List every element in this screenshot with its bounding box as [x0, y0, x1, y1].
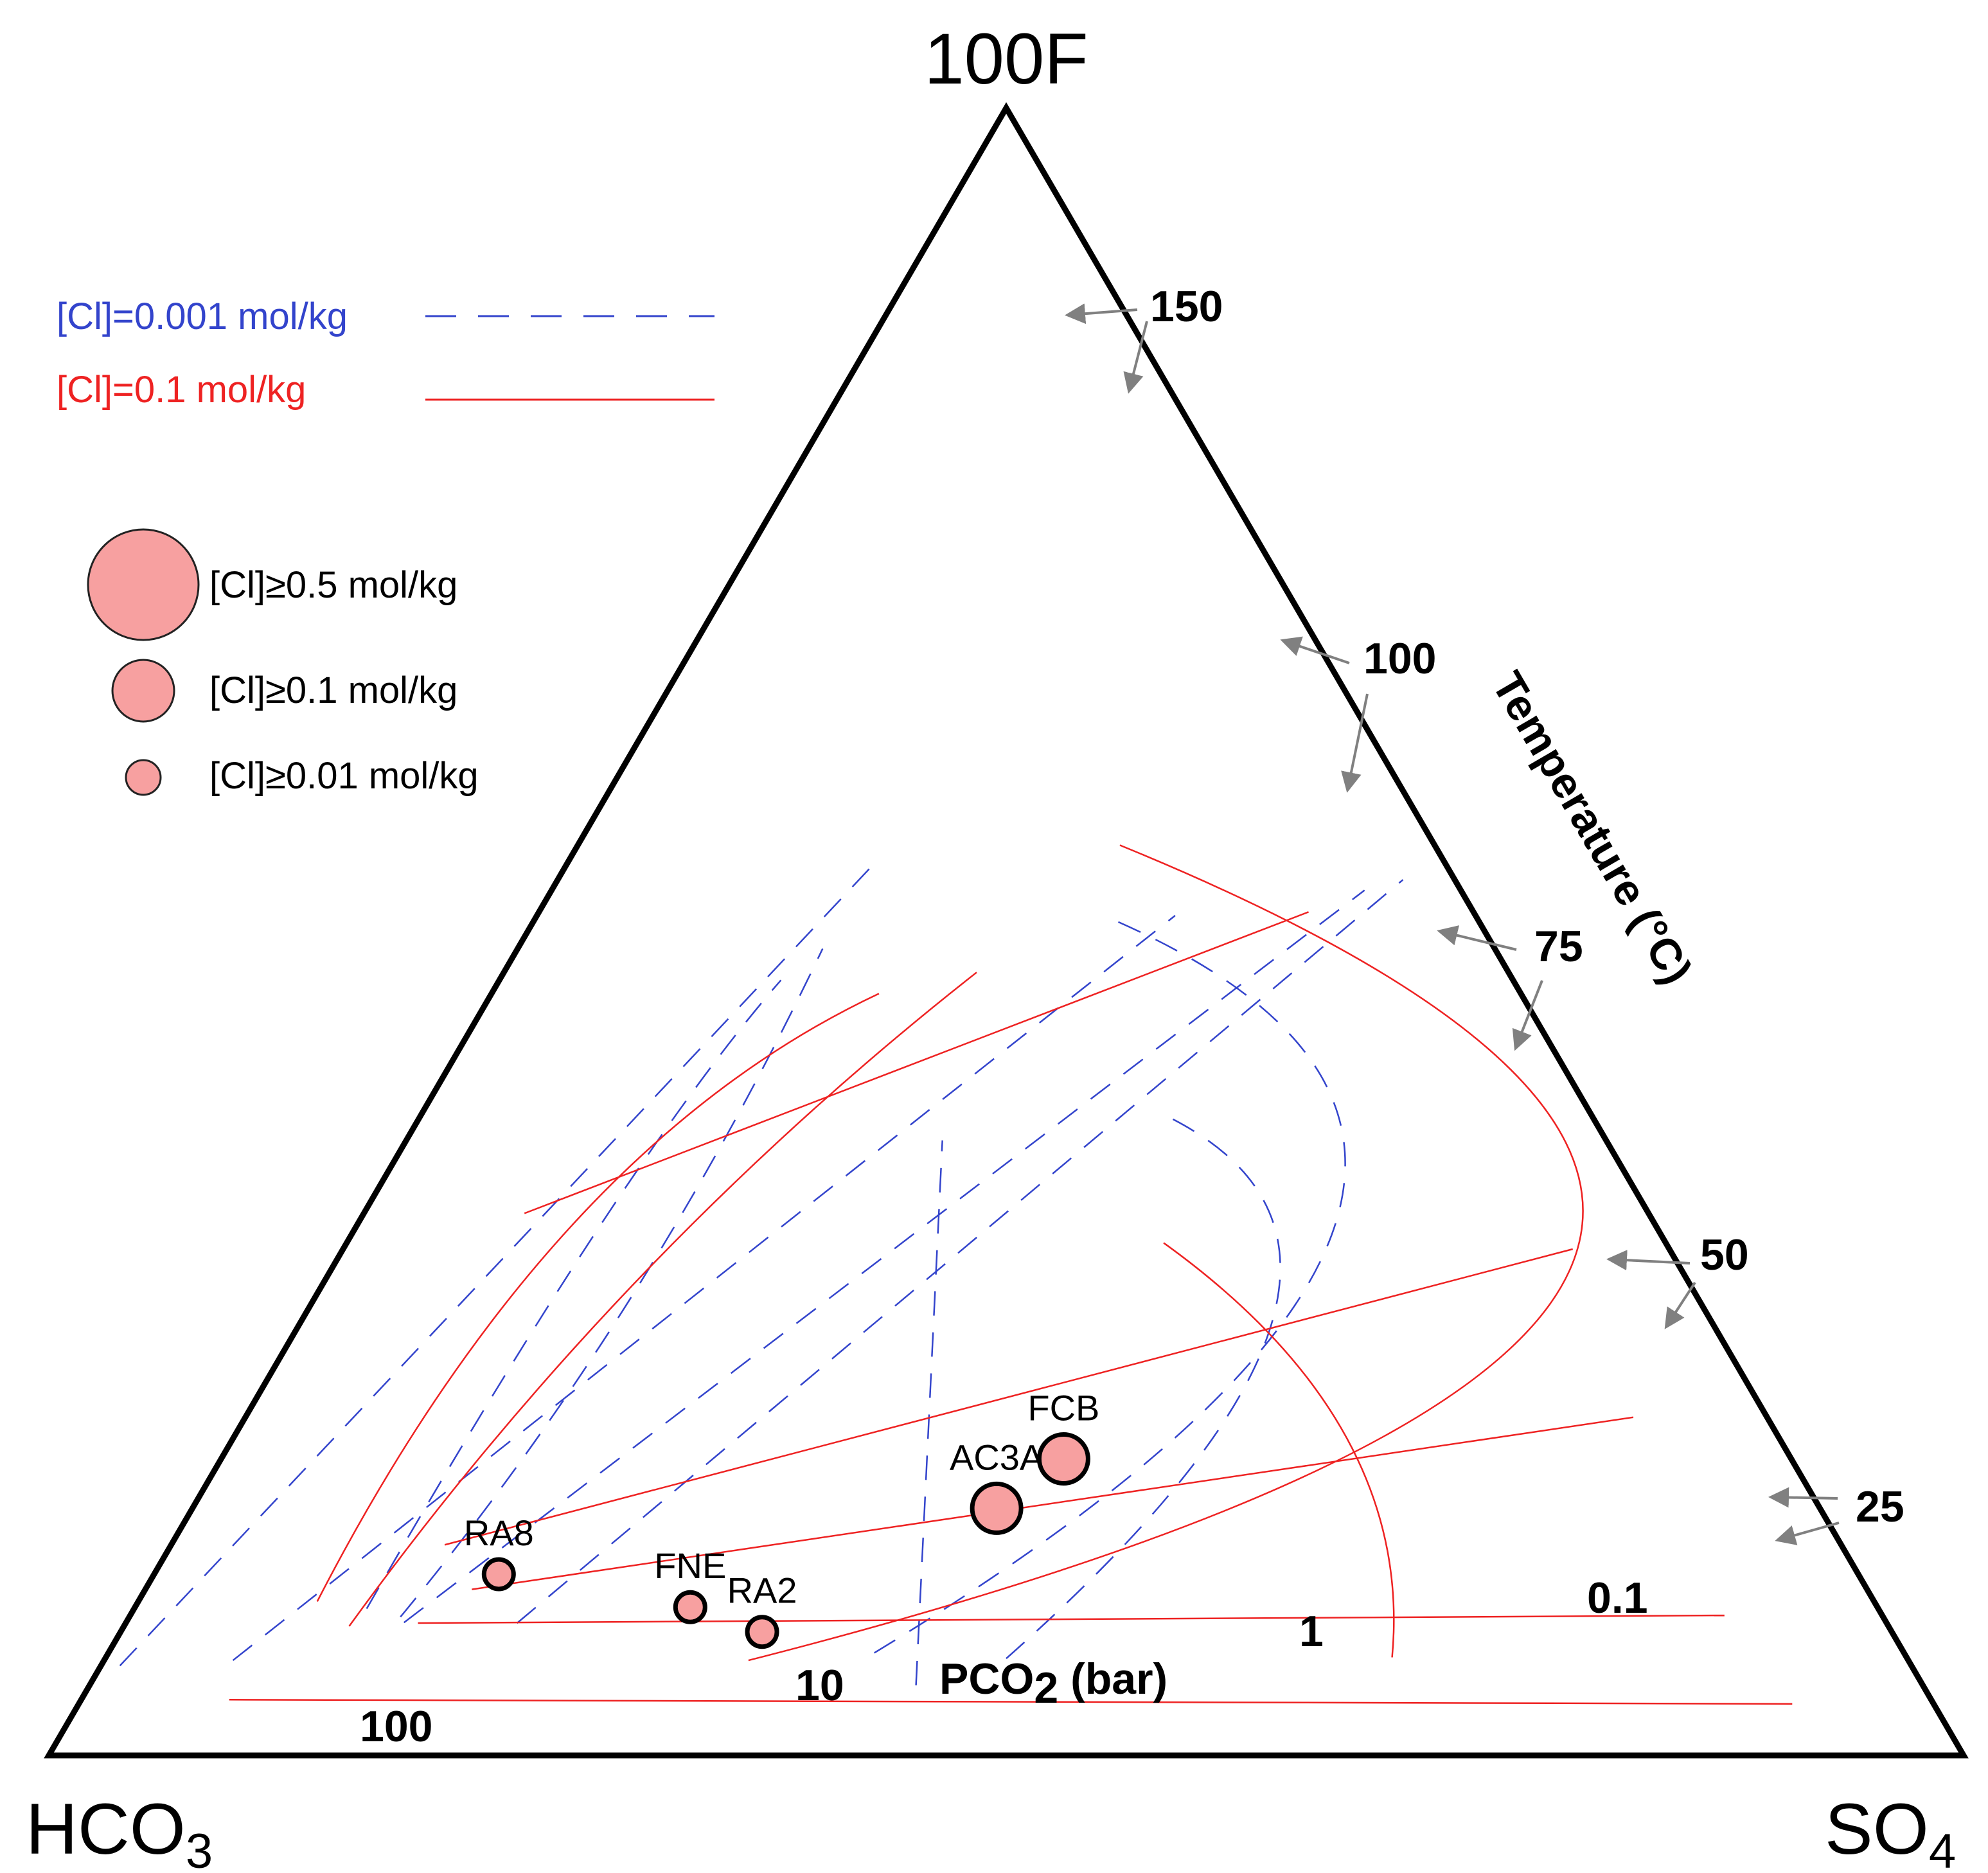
pointer-arrow	[1606, 1250, 1691, 1271]
sample-point-ac3a	[970, 1481, 1024, 1535]
ternary-frame	[44, 102, 1969, 1759]
isotherm-0001-150	[915, 1140, 943, 1685]
pco2-01-01	[316, 993, 880, 1602]
cl-01-curves	[229, 844, 1793, 1705]
temperature-labels: 150 100 75 50 25	[1150, 282, 1904, 1531]
isotherm-0001-75	[403, 889, 1365, 1624]
pco2-0001-10	[874, 919, 1346, 1654]
pco2-label-1: 1	[1299, 1607, 1324, 1656]
isotherm-0001-50	[232, 914, 1176, 1662]
legend-line-label-low: [Cl]=0.001 mol/kg	[57, 296, 348, 337]
apex-right-sub: 4	[1929, 1824, 1956, 1873]
pco2-0001-100	[1006, 1116, 1281, 1660]
legend-lines: [Cl]=0.001 mol/kg [Cl]=0.1 mol/kg	[57, 296, 714, 411]
pco2-axis-title: PCO2 (bar)	[939, 1655, 1167, 1712]
pco2-01-1	[348, 972, 977, 1627]
pointer-arrow	[1341, 693, 1369, 793]
temperature-label-75: 75	[1534, 922, 1583, 971]
pco2-axis-unit: (bar)	[1058, 1655, 1167, 1703]
temperature-label-25: 25	[1856, 1482, 1904, 1531]
pointer-arrow	[1123, 321, 1148, 394]
sample-point-fne	[673, 1590, 707, 1624]
apex-left-base: HCO	[26, 1789, 186, 1869]
pointer-arrow	[1768, 1487, 1838, 1508]
pointer-arrow	[1775, 1522, 1840, 1545]
isotherm-0001-25	[119, 865, 873, 1667]
apex-label-top: 100F	[924, 19, 1088, 99]
legend-sizes: [Cl]≥0.5 mol/kg [Cl]≥0.1 mol/kg [Cl]≥0.0…	[87, 528, 479, 797]
legend-size-label-medium: [Cl]≥0.1 mol/kg	[209, 670, 457, 711]
sample-label-ac3a: AC3A	[950, 1437, 1044, 1477]
sample-label-fcb: FCB	[1027, 1387, 1099, 1428]
apex-left-sub: 3	[186, 1824, 213, 1873]
pointer-arrow	[1280, 636, 1350, 664]
pointer-arrow	[1512, 980, 1543, 1051]
pco2-axis-main: PCO	[939, 1655, 1034, 1703]
pointer-arrow	[1437, 925, 1517, 951]
apex-label-left: HCO3	[26, 1789, 213, 1873]
label-pointer-arrows	[1065, 303, 1840, 1545]
pointer-arrow	[1065, 303, 1138, 324]
sample-point-ra8	[481, 1557, 516, 1592]
isotherm-01-100	[444, 1248, 1574, 1546]
legend-line-label-high: [Cl]=0.1 mol/kg	[57, 369, 306, 411]
pco2-labels: 100 10 1 0.1	[360, 1574, 1648, 1751]
legend-size-label-large: [Cl]≥0.5 mol/kg	[209, 564, 457, 606]
pco2-01-100	[1163, 1242, 1395, 1658]
pco2-axis-sub: 2	[1034, 1664, 1058, 1712]
cl-0001-curves	[119, 865, 1404, 1685]
sample-point-fcb	[1036, 1432, 1090, 1486]
legend-size-label-small: [Cl]≥0.01 mol/kg	[209, 755, 479, 797]
sample-label-ra8: RA8	[464, 1513, 534, 1553]
pco2-01-10	[748, 844, 1584, 1662]
apex-right-base: SO	[1825, 1789, 1929, 1869]
temperature-label-50: 50	[1700, 1230, 1749, 1279]
pointer-arrow	[1664, 1281, 1696, 1329]
pco2-0001-01	[366, 979, 782, 1610]
apex-label-right: SO4	[1825, 1789, 1956, 1873]
legend-size-circle-large	[87, 528, 200, 641]
temperature-label-100: 100	[1363, 634, 1436, 683]
isotherm-01-25	[229, 1699, 1793, 1705]
pco2-label-01: 0.1	[1587, 1574, 1648, 1622]
pco2-label-100: 100	[360, 1702, 432, 1751]
sample-point-ra2	[745, 1615, 779, 1649]
isotherm-01-75	[472, 1416, 1634, 1590]
legend-size-circle-medium	[111, 659, 175, 723]
isotherm-01-50	[418, 1614, 1725, 1624]
isotherm-0001-100	[516, 879, 1404, 1624]
legend-size-circle-small	[125, 759, 162, 796]
sample-label-fne: FNE	[654, 1545, 726, 1586]
pco2-0001-1	[400, 948, 824, 1618]
isotherm-01-150	[524, 911, 1309, 1214]
sample-label-ra2: RA2	[727, 1570, 797, 1611]
temperature-axis-title: Temperature (°C)	[1482, 664, 1701, 992]
pco2-label-10: 10	[795, 1661, 844, 1710]
temperature-label-150: 150	[1150, 282, 1223, 331]
